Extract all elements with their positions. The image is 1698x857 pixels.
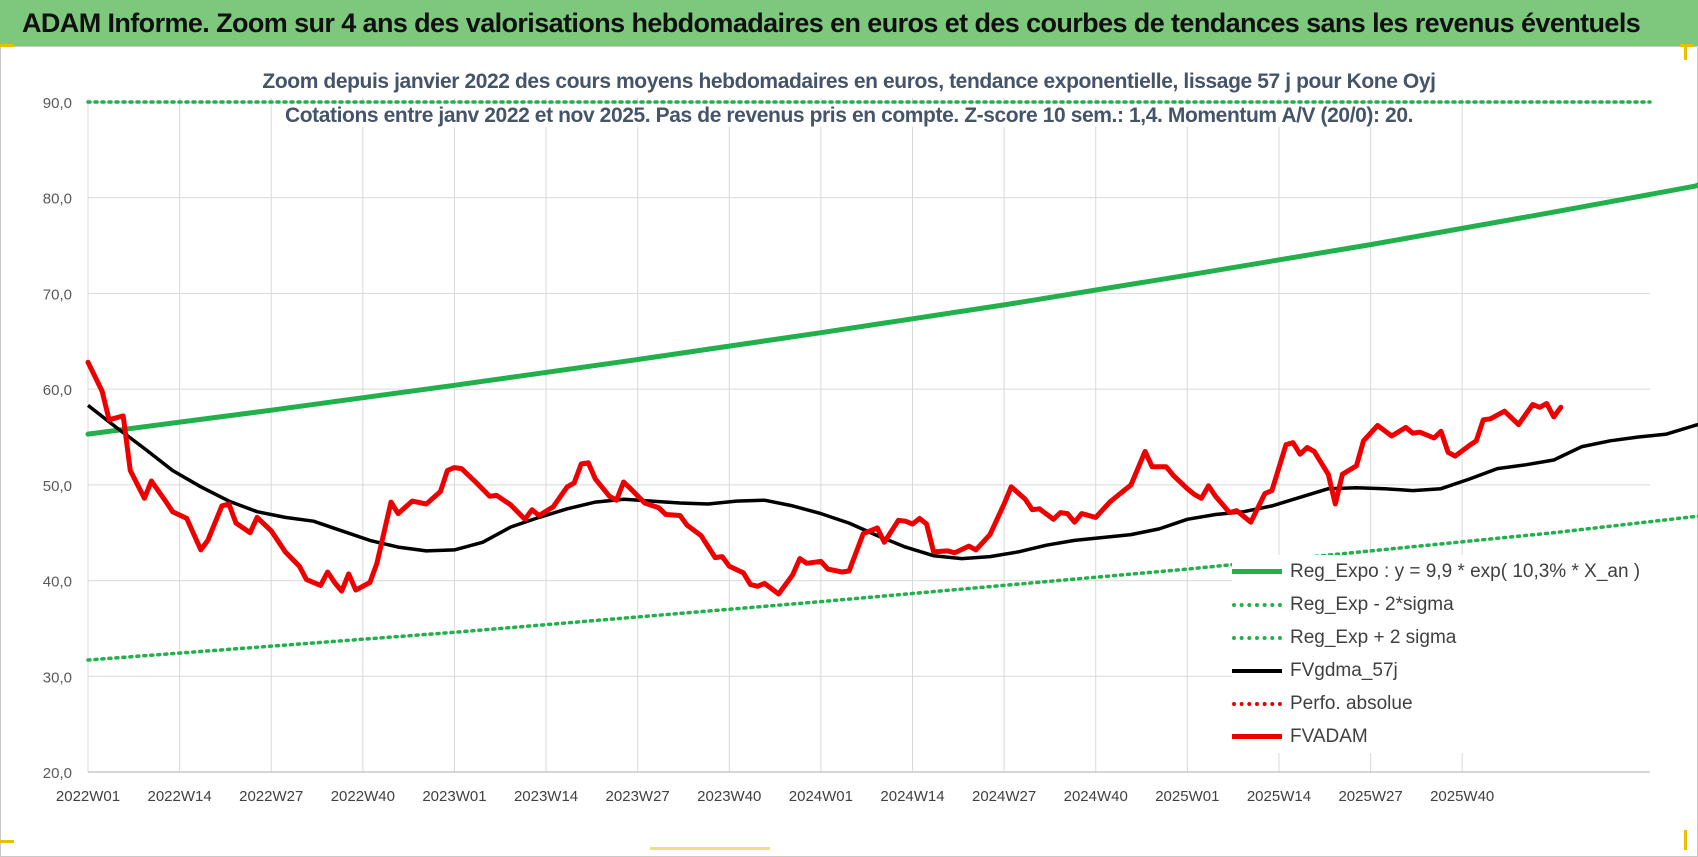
legend-swatch: [1232, 701, 1282, 706]
legend-label: FVgdma_57j: [1290, 659, 1398, 681]
x-tick-label: 2023W40: [697, 788, 761, 805]
x-tick-label: 2022W27: [239, 788, 303, 805]
y-tick-label: 90,0: [43, 95, 72, 112]
y-tick-label: 40,0: [43, 574, 72, 591]
corner-mark: [1680, 44, 1694, 47]
x-tick-label: 2025W14: [1247, 788, 1311, 805]
legend-item: Reg_Exp - 2*sigma: [1232, 588, 1652, 621]
x-tick-label: 2023W14: [514, 788, 578, 805]
legend-label: Reg_Expo : y = 9,9 * exp( 10,3% * X_an ): [1290, 560, 1641, 582]
legend-swatch: [1232, 668, 1282, 673]
chart-subtitle: Cotations entre janv 2022 et nov 2025. P…: [0, 104, 1698, 128]
x-tick-label: 2024W27: [972, 788, 1036, 805]
y-tick-label: 30,0: [43, 669, 72, 686]
legend-swatch: [1232, 569, 1282, 574]
y-tick-label: 20,0: [43, 765, 72, 782]
legend-item: FVgdma_57j: [1232, 654, 1652, 687]
series-fvadam: [85, 359, 1564, 597]
x-tick-label: 2025W27: [1338, 788, 1402, 805]
x-tick-label: 2024W14: [880, 788, 944, 805]
x-tick-label: 2022W40: [331, 788, 395, 805]
y-tick-label: 50,0: [43, 478, 72, 495]
x-tick-label: 2023W27: [606, 788, 670, 805]
legend-item: Reg_Exp + 2 sigma: [1232, 621, 1652, 654]
series-reg-exp-2-sigma: [86, 514, 1698, 662]
x-tick-label: 2025W01: [1155, 788, 1219, 805]
y-tick-label: 80,0: [43, 191, 72, 208]
legend-swatch: [1232, 635, 1282, 640]
chart-series: [85, 100, 1698, 662]
x-axis: 2022W01 2022W14 2022W27 2022W40 2023W01 2023W…: [56, 771, 1650, 805]
x-tick-label: 2024W40: [1064, 788, 1128, 805]
corner-mark: [0, 44, 14, 47]
legend-label: Perfo. absolue: [1290, 692, 1413, 714]
x-tick-label: 2022W14: [148, 788, 212, 805]
corner-mark: [0, 840, 14, 843]
legend-swatch: [1232, 602, 1282, 607]
corner-mark: [1684, 46, 1687, 60]
legend-item: FVADAM: [1232, 720, 1652, 753]
legend-swatch: [1232, 734, 1282, 739]
corner-mark: [1684, 830, 1687, 850]
y-tick-label: 60,0: [43, 382, 72, 399]
legend-label: Reg_Exp - 2*sigma: [1290, 593, 1454, 615]
y-tick-label: 70,0: [43, 286, 72, 303]
legend-item: Perfo. absolue: [1232, 687, 1652, 720]
page-title: ADAM Informe. Zoom sur 4 ans des valoris…: [22, 8, 1641, 38]
x-tick-label: 2025W40: [1430, 788, 1494, 805]
corner-mark: [650, 847, 770, 850]
x-tick-label: 2022W01: [56, 788, 120, 805]
x-tick-label: 2023W01: [422, 788, 486, 805]
legend-label: FVADAM: [1290, 725, 1368, 747]
y-axis: 20,0 30,0 40,0 50,0 60,0 70,0 80,0 90,0: [43, 95, 72, 782]
x-tick-label: 2024W01: [789, 788, 853, 805]
legend-item: Reg_Expo : y = 9,9 * exp( 10,3% * X_an ): [1232, 555, 1652, 588]
legend-label: Reg_Exp + 2 sigma: [1290, 626, 1457, 648]
chart-title: Zoom depuis janvier 2022 des cours moyen…: [0, 70, 1698, 94]
series-reg-expo-y-9-9-exp-10-3-x-an: [85, 182, 1698, 437]
chart-legend: Reg_Expo : y = 9,9 * exp( 10,3% * X_an )…: [1232, 555, 1652, 753]
header-bar: ADAM Informe. Zoom sur 4 ans des valoris…: [0, 0, 1698, 48]
series-fvgdma-57j: [86, 404, 1698, 561]
